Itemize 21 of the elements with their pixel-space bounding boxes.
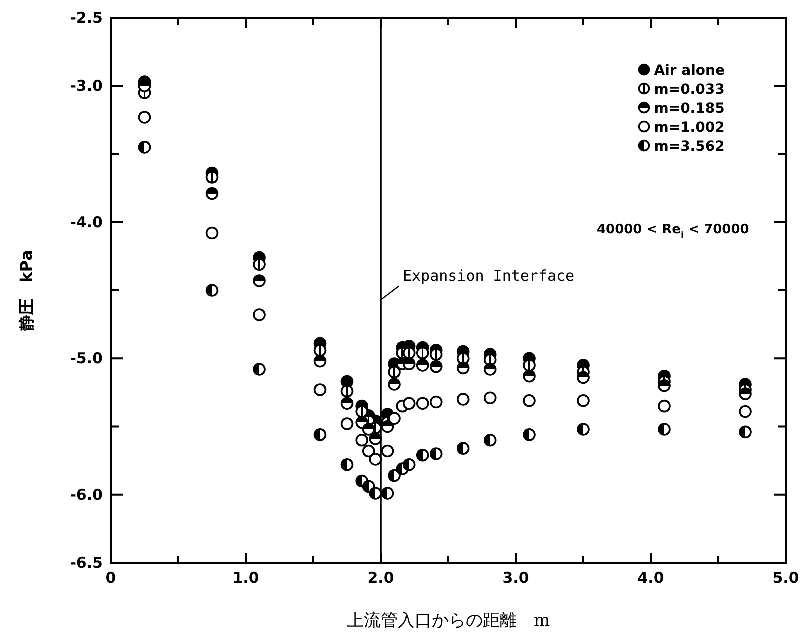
y-tick-label: -6.5 xyxy=(70,554,103,572)
y-tick-label: -2.5 xyxy=(70,9,103,27)
y-axis-title: 静圧 kPa xyxy=(17,250,36,332)
legend-label: m=0.185 xyxy=(654,100,725,117)
x-tick-label: 4.0 xyxy=(638,569,664,587)
annotation: 40000 < Re$_{i}$ < 70000 xyxy=(597,222,750,242)
x-tick-label: 1.0 xyxy=(232,569,260,587)
y-tick-label: -5.0 xyxy=(70,350,103,368)
ref-line-label: Expansion Interface xyxy=(403,266,575,285)
x-tick-label: 2.0 xyxy=(368,569,394,587)
x-axis-title: 上流管入口からの距離 m xyxy=(346,611,550,631)
x-tick-label: 5.0 xyxy=(772,569,800,587)
legend-label: Air alone xyxy=(654,62,725,79)
x-tick-label: 0 xyxy=(106,569,116,587)
x-tick-label: 3.0 xyxy=(502,569,530,587)
y-tick-label: -3.0 xyxy=(70,77,103,96)
y-tick-label: -6.0 xyxy=(70,486,103,504)
legend-label: m=3.562 xyxy=(654,138,725,155)
legend-label: m=1.002 xyxy=(654,120,725,136)
y-tick-label: -4.0 xyxy=(70,213,103,232)
legend-label: m=0.033 xyxy=(654,82,725,98)
